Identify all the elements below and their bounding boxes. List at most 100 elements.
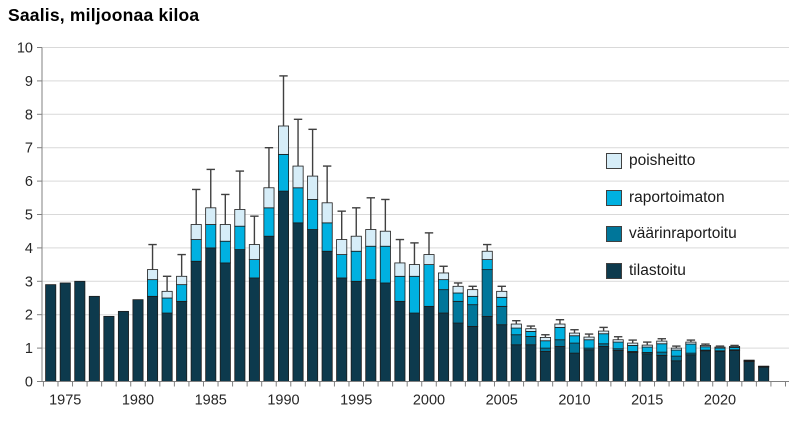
bar-segment-poisheitto-2015 xyxy=(641,344,653,348)
bar-segment-tilastoitu-1989 xyxy=(263,235,275,382)
bar-segment-poisheitto-1998 xyxy=(394,262,406,277)
bar-segment-väärinraportoitu-2008 xyxy=(539,347,551,352)
bar-segment-raportoimaton-1988 xyxy=(248,259,260,279)
legend-label: väärinraportoitu xyxy=(629,225,737,243)
y-tick-label-1: 1 xyxy=(25,341,33,357)
bar-segment-poisheitto-2021 xyxy=(729,346,741,348)
x-tick-label-1995: 1995 xyxy=(340,393,372,409)
bar-segment-poisheitto-2003 xyxy=(467,289,479,297)
bar-segment-poisheitto-1988 xyxy=(248,244,260,260)
bar-segment-poisheitto-2014 xyxy=(627,342,639,346)
bar-segment-poisheitto-2017 xyxy=(670,347,682,351)
bar-segment-raportoimaton-2013 xyxy=(612,341,624,350)
bar-segment-tilastoitu-1974 xyxy=(45,284,57,382)
bar-segment-poisheitto-2005 xyxy=(496,290,508,298)
bar-segment-poisheitto-1999 xyxy=(408,264,420,277)
bar-segment-tilastoitu-2015 xyxy=(641,353,653,382)
bar-segment-raportoimaton-2019 xyxy=(699,346,711,351)
bar-segment-poisheitto-2007 xyxy=(525,328,537,332)
bar-segment-tilastoitu-2021 xyxy=(729,350,741,382)
bar-segment-tilastoitu-1983 xyxy=(176,300,188,382)
bar-segment-raportoimaton-2012 xyxy=(598,333,610,345)
raportoimaton-swatch-icon xyxy=(606,189,622,206)
bar-segment-väärinraportoitu-2003 xyxy=(467,304,479,327)
bar-segment-poisheitto-2009 xyxy=(554,323,566,328)
y-tick-label-2: 2 xyxy=(25,308,33,324)
bar-segment-poisheitto-1987 xyxy=(234,209,246,227)
legend-label: tilastoitu xyxy=(629,261,686,279)
bar-segment-raportoimaton-2005 xyxy=(496,296,508,307)
bar-segment-raportoimaton-2020 xyxy=(714,347,726,352)
bar-segment-poisheitto-1982 xyxy=(161,290,173,299)
bar-segment-tilastoitu-2008 xyxy=(539,351,551,382)
y-tick-label-4: 4 xyxy=(25,241,33,257)
bar-segment-tilastoitu-1985 xyxy=(205,247,217,382)
bar-segment-raportoimaton-2008 xyxy=(539,340,551,349)
bar-segment-raportoimaton-1990 xyxy=(277,153,289,192)
bar-segment-poisheitto-2013 xyxy=(612,339,624,343)
bar-segment-tilastoitu-1992 xyxy=(307,229,319,382)
bar-segment-raportoimaton-2017 xyxy=(670,349,682,357)
bar-segment-poisheitto-1984 xyxy=(190,224,202,240)
legend-label: raportoimaton xyxy=(629,188,725,206)
bar-segment-tilastoitu-1975 xyxy=(59,282,71,382)
legend-item-poisheitto: poisheitto xyxy=(606,143,737,180)
bar-segment-raportoimaton-1991 xyxy=(292,187,304,224)
vaarinraportoitu-swatch-icon xyxy=(606,226,622,243)
bar-segment-poisheitto-2020 xyxy=(714,346,726,349)
bar-segment-raportoimaton-1985 xyxy=(205,224,217,249)
bar-segment-raportoimaton-1984 xyxy=(190,239,202,262)
bar-segment-tilastoitu-1977 xyxy=(88,295,100,382)
bar-segment-tilastoitu-1996 xyxy=(365,279,377,382)
bar-segment-raportoimaton-2000 xyxy=(423,264,435,307)
bar-segment-raportoimaton-1986 xyxy=(219,240,231,264)
bar-segment-väärinraportoitu-2001 xyxy=(438,289,450,314)
y-tick-label-6: 6 xyxy=(25,174,33,190)
bar-segment-raportoimaton-1983 xyxy=(176,284,188,302)
bar-segment-raportoimaton-2001 xyxy=(438,279,450,291)
bar-segment-poisheitto-2018 xyxy=(685,341,697,345)
legend-item-tilastoitu: tilastoitu xyxy=(606,253,737,290)
bar-segment-väärinraportoitu-2004 xyxy=(481,269,493,317)
x-tick-label-1980: 1980 xyxy=(122,393,154,409)
bar-segment-raportoimaton-2010 xyxy=(569,335,581,344)
bar-segment-poisheitto-2011 xyxy=(583,336,595,341)
bar-segment-raportoimaton-1992 xyxy=(307,199,319,230)
bar-segment-poisheitto-1989 xyxy=(263,187,275,209)
bar-segment-tilastoitu-1984 xyxy=(190,260,202,382)
bar-segment-poisheitto-1981 xyxy=(147,269,159,281)
bar-segment-tilastoitu-1982 xyxy=(161,312,173,382)
bar-segment-tilastoitu-2007 xyxy=(525,344,537,382)
bar-segment-tilastoitu-1979 xyxy=(117,310,129,382)
bar-segment-poisheitto-2001 xyxy=(438,272,450,281)
bar-segment-väärinraportoitu-2002 xyxy=(452,300,464,324)
bar-segment-raportoimaton-1987 xyxy=(234,225,246,250)
bar-segment-raportoimaton-1993 xyxy=(321,222,333,252)
bar-segment-raportoimaton-2016 xyxy=(656,343,668,353)
bar-segment-väärinraportoitu-2017 xyxy=(670,355,682,362)
bar-segment-tilastoitu-1980 xyxy=(132,299,144,382)
bar-segment-tilastoitu-2001 xyxy=(438,312,450,382)
bar-segment-poisheitto-2004 xyxy=(481,250,493,260)
bar-segment-poisheitto-1992 xyxy=(307,175,319,200)
x-tick-label-2010: 2010 xyxy=(558,393,590,409)
poisheitto-swatch-icon xyxy=(606,153,622,170)
bar-segment-väärinraportoitu-2007 xyxy=(525,336,537,346)
bar-segment-raportoimaton-1989 xyxy=(263,207,275,237)
bar-segment-raportoimaton-2006 xyxy=(510,327,522,336)
bar-segment-poisheitto-2012 xyxy=(598,330,610,335)
bar-segment-tilastoitu-2011 xyxy=(583,349,595,382)
bar-segment-poisheitto-1993 xyxy=(321,202,333,224)
bar-segment-raportoimaton-2015 xyxy=(641,346,653,353)
legend-item-raportoimaton: raportoimaton xyxy=(606,180,737,217)
bar-segment-tilastoitu-1998 xyxy=(394,300,406,382)
bar-segment-tilastoitu-2010 xyxy=(569,352,581,382)
bar-segment-poisheitto-2010 xyxy=(569,332,581,337)
x-tick-label-2000: 2000 xyxy=(413,393,445,409)
bar-segment-poisheitto-1991 xyxy=(292,165,304,189)
bar-segment-väärinraportoitu-2009 xyxy=(554,339,566,347)
bar-segment-tilastoitu-2003 xyxy=(467,325,479,382)
bar-segment-tilastoitu-1988 xyxy=(248,277,260,382)
bar-segment-poisheitto-2016 xyxy=(656,340,668,345)
